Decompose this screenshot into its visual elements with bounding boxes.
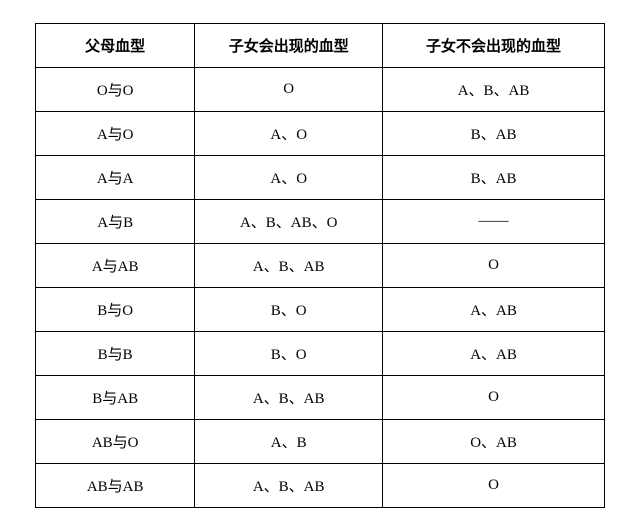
cell-impossible: B、AB [383, 112, 605, 156]
cell-parents: A与B [36, 200, 195, 244]
table-row: AB与O A、B O、AB [36, 420, 605, 464]
cell-parents: A与A [36, 156, 195, 200]
cell-parents: AB与O [36, 420, 195, 464]
cell-parents: O与O [36, 68, 195, 112]
table-header: 父母血型 子女会出现的血型 子女不会出现的血型 [36, 24, 605, 68]
cell-possible: A、B、AB、O [195, 200, 383, 244]
cell-parents: B与B [36, 332, 195, 376]
cell-impossible: A、AB [383, 332, 605, 376]
header-possible: 子女会出现的血型 [195, 24, 383, 68]
header-parents: 父母血型 [36, 24, 195, 68]
cell-parents: AB与AB [36, 464, 195, 508]
table-row: A与B A、B、AB、O —— [36, 200, 605, 244]
cell-impossible: O [383, 376, 605, 420]
cell-possible: A、O [195, 112, 383, 156]
cell-impossible: O [383, 464, 605, 508]
table-body: O与O O A、B、AB A与O A、O B、AB A与A A、O B、AB A… [36, 68, 605, 508]
cell-possible: A、O [195, 156, 383, 200]
blood-type-table-wrapper: 父母血型 子女会出现的血型 子女不会出现的血型 O与O O A、B、AB A与O… [0, 3, 640, 528]
cell-parents: B与O [36, 288, 195, 332]
cell-impossible: B、AB [383, 156, 605, 200]
cell-impossible: O、AB [383, 420, 605, 464]
table-row: B与B B、O A、AB [36, 332, 605, 376]
cell-parents: A与O [36, 112, 195, 156]
cell-impossible: A、B、AB [383, 68, 605, 112]
table-row: A与AB A、B、AB O [36, 244, 605, 288]
cell-possible: B、O [195, 288, 383, 332]
cell-impossible: O [383, 244, 605, 288]
table-row: A与A A、O B、AB [36, 156, 605, 200]
cell-impossible: —— [383, 200, 605, 244]
table-header-row: 父母血型 子女会出现的血型 子女不会出现的血型 [36, 24, 605, 68]
cell-possible: A、B、AB [195, 464, 383, 508]
table-row: A与O A、O B、AB [36, 112, 605, 156]
cell-parents: B与AB [36, 376, 195, 420]
cell-possible: A、B [195, 420, 383, 464]
table-row: AB与AB A、B、AB O [36, 464, 605, 508]
cell-parents: A与AB [36, 244, 195, 288]
header-impossible: 子女不会出现的血型 [383, 24, 605, 68]
cell-impossible: A、AB [383, 288, 605, 332]
blood-type-table: 父母血型 子女会出现的血型 子女不会出现的血型 O与O O A、B、AB A与O… [35, 23, 605, 508]
table-row: O与O O A、B、AB [36, 68, 605, 112]
cell-possible: A、B、AB [195, 244, 383, 288]
cell-possible: B、O [195, 332, 383, 376]
cell-possible: O [195, 68, 383, 112]
table-row: B与O B、O A、AB [36, 288, 605, 332]
cell-possible: A、B、AB [195, 376, 383, 420]
table-row: B与AB A、B、AB O [36, 376, 605, 420]
